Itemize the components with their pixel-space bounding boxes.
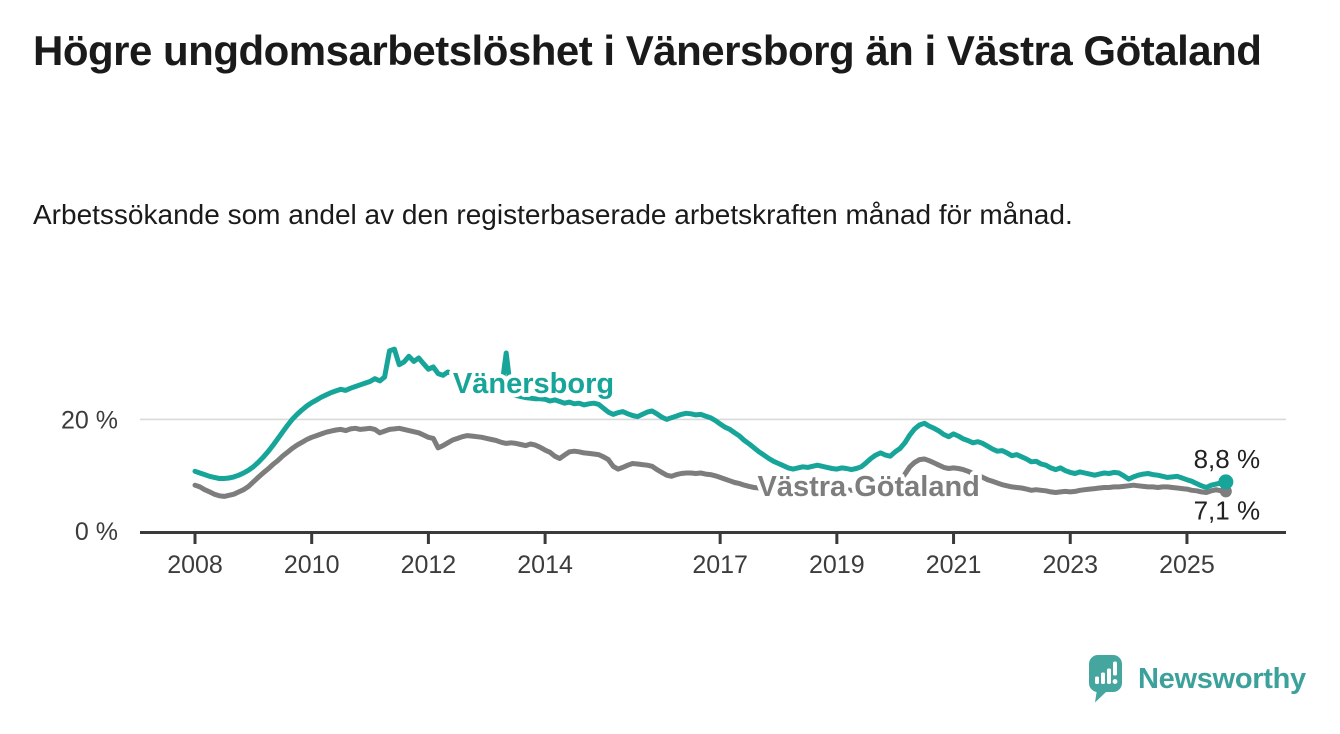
- series-label: Västra Götaland: [757, 471, 979, 503]
- x-axis-label: 2012: [401, 551, 457, 579]
- bar-1: [1095, 676, 1099, 684]
- bar-2: [1101, 672, 1105, 684]
- y-axis-label: 0 %: [75, 518, 118, 546]
- x-axis-label: 2014: [517, 551, 573, 579]
- x-axis-label: 2010: [284, 551, 340, 579]
- chart-subtitle: Arbetssökande som andel av den registerb…: [33, 199, 1073, 230]
- newsworthy-logo: Newsworthy: [1088, 655, 1306, 703]
- newsworthy-logo-icon: [1088, 655, 1122, 703]
- newsworthy-logo-text: Newsworthy: [1138, 662, 1306, 695]
- bar-3: [1107, 668, 1111, 684]
- exclamation-bar: [1113, 661, 1117, 676]
- end-dot-vanersborg: [1218, 474, 1234, 490]
- x-axis-label: 2008: [167, 551, 223, 579]
- end-value-label: 7,1 %: [1194, 495, 1261, 525]
- x-axis-label: 2019: [809, 551, 865, 579]
- x-axis-label: 2023: [1042, 551, 1098, 579]
- chart-title: Högre ungdomsarbetslöshet i Vänersborg ä…: [33, 27, 1262, 74]
- x-axis-label: 2021: [926, 551, 982, 579]
- series-label: Vänersborg: [453, 368, 614, 400]
- speech-bubble-shape: [1088, 655, 1122, 703]
- x-axis-label: 2025: [1159, 551, 1215, 579]
- exclamation-dot: [1112, 679, 1118, 684]
- series-line-vastra-gotaland: [192, 425, 1229, 499]
- series-line-vanersborg: [192, 346, 1229, 490]
- end-value-label: 8,8 %: [1194, 444, 1261, 474]
- y-axis-label: 20 %: [61, 406, 118, 434]
- x-axis-label: 2017: [692, 551, 748, 579]
